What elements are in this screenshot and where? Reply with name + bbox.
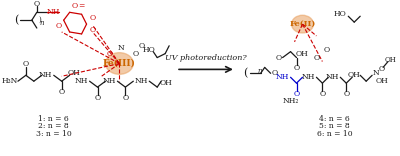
Text: O: O: [34, 0, 40, 8]
Text: OH: OH: [67, 69, 80, 77]
Text: 6: n = 10: 6: n = 10: [316, 130, 352, 138]
Text: N: N: [118, 44, 125, 52]
Text: 3: n = 10: 3: n = 10: [36, 130, 72, 138]
Text: O: O: [294, 64, 300, 72]
Text: OH: OH: [348, 71, 361, 79]
Text: NH: NH: [75, 77, 88, 85]
Text: O: O: [138, 42, 144, 50]
Text: NH: NH: [326, 73, 339, 81]
Text: O: O: [272, 69, 278, 77]
Text: O: O: [106, 50, 112, 58]
Text: (: (: [14, 15, 18, 25]
Text: 1: n = 6: 1: n = 6: [38, 115, 69, 123]
Text: OH: OH: [160, 79, 172, 87]
Text: NH₂: NH₂: [282, 97, 299, 105]
Text: O: O: [122, 94, 128, 102]
Text: 2: n = 8: 2: n = 8: [38, 122, 69, 130]
Text: H₃N: H₃N: [2, 77, 18, 85]
Text: NH: NH: [276, 73, 289, 81]
Text: O: O: [323, 46, 330, 54]
Text: OH: OH: [384, 56, 396, 63]
Text: 4: n = 6: 4: n = 6: [319, 115, 350, 123]
Text: O: O: [132, 50, 138, 58]
Text: Fe(III): Fe(III): [103, 59, 136, 68]
Text: OH: OH: [376, 77, 388, 85]
Text: O: O: [294, 90, 300, 98]
Text: O: O: [56, 22, 62, 30]
Text: O: O: [90, 14, 96, 22]
Text: NH: NH: [135, 77, 148, 85]
Text: NH: NH: [103, 77, 116, 85]
Text: n: n: [258, 67, 262, 75]
Text: =: =: [78, 2, 85, 10]
Text: (: (: [244, 68, 248, 78]
Text: O: O: [379, 65, 385, 73]
Ellipse shape: [106, 53, 133, 74]
Text: O: O: [276, 54, 282, 62]
Text: O: O: [94, 94, 100, 102]
Text: ): ): [38, 16, 41, 24]
Text: O: O: [90, 26, 96, 34]
Text: O: O: [72, 2, 78, 10]
Text: NH: NH: [39, 71, 52, 79]
Text: NH: NH: [302, 73, 315, 81]
Text: Fe(II): Fe(II): [289, 20, 316, 28]
Text: n: n: [40, 19, 44, 27]
Text: HO: HO: [143, 46, 156, 54]
Text: OH: OH: [296, 50, 309, 58]
Ellipse shape: [292, 15, 314, 33]
Text: O: O: [313, 54, 320, 62]
Text: O: O: [343, 90, 349, 98]
Text: O: O: [59, 88, 65, 96]
Text: 5: n = 8: 5: n = 8: [319, 122, 350, 130]
Text: NH: NH: [47, 8, 60, 16]
Text: N: N: [373, 69, 380, 77]
Text: O: O: [23, 61, 29, 68]
Text: HO: HO: [334, 10, 347, 18]
Text: O: O: [319, 90, 326, 98]
Text: UV photoreduction?: UV photoreduction?: [165, 54, 247, 62]
